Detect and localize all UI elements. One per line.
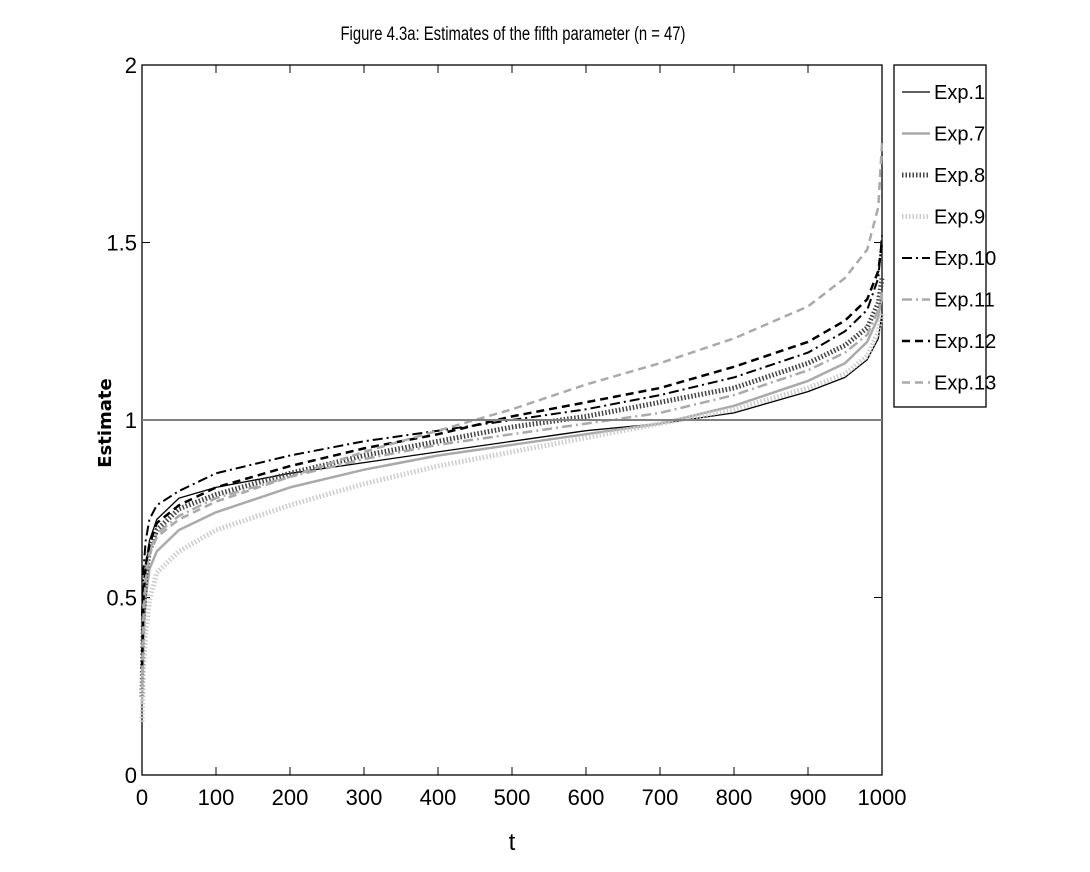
series-line-exp-12 <box>140 242 884 669</box>
series-group <box>139 143 885 722</box>
x-tick-label: 500 <box>494 785 531 810</box>
x-tick-label: 800 <box>716 785 753 810</box>
x-tick-label: 200 <box>272 785 309 810</box>
chart-title: Figure 4.3a: Estimates of the fifth para… <box>341 24 686 45</box>
x-tick-label: 400 <box>420 785 457 810</box>
y-tick-label: 0.5 <box>106 586 137 611</box>
x-tick-label: 300 <box>346 785 383 810</box>
x-tick-label: 700 <box>642 785 679 810</box>
legend-label: Exp.1 <box>934 82 985 104</box>
x-tick-label: 900 <box>790 785 827 810</box>
legend-label: Exp.11 <box>934 290 995 312</box>
x-axis-label: t <box>509 829 516 856</box>
series-line-exp-9 <box>139 312 885 722</box>
legend-label: Exp.13 <box>934 373 996 395</box>
series-line-exp-13 <box>140 143 884 687</box>
x-tick-label: 100 <box>198 785 235 810</box>
series-line-exp-11 <box>140 291 884 669</box>
x-tick-label: 0 <box>136 785 148 810</box>
series-line-exp-7 <box>140 295 884 705</box>
series-line-exp-10 <box>141 235 883 616</box>
legend: Exp.1 Exp.7 Exp.8 Exp.9 Exp.10 Exp.11 Exp.12 Ex… <box>893 64 996 408</box>
x-tick-label: 1000 <box>858 785 907 810</box>
axis-ticks: 0 100 200 300 400 500 600 700 800 900 1000 0 0.5 1 1.5… <box>106 53 906 810</box>
legend-label: Exp.9 <box>934 207 985 229</box>
series-line-exp-1 <box>141 313 883 687</box>
legend-box <box>893 64 987 408</box>
legend-label: Exp.7 <box>934 124 985 146</box>
y-axis-label: Estimate <box>95 378 116 468</box>
legend-label: Exp.8 <box>934 165 985 187</box>
y-tick-label: 0 <box>125 763 137 788</box>
x-tick-label: 600 <box>568 785 605 810</box>
y-tick-label: 2 <box>125 53 137 78</box>
legend-label: Exp.12 <box>934 331 996 353</box>
y-tick-label: 1 <box>125 408 137 433</box>
legend-label: Exp.10 <box>934 248 996 270</box>
y-tick-label: 1.5 <box>106 231 137 256</box>
